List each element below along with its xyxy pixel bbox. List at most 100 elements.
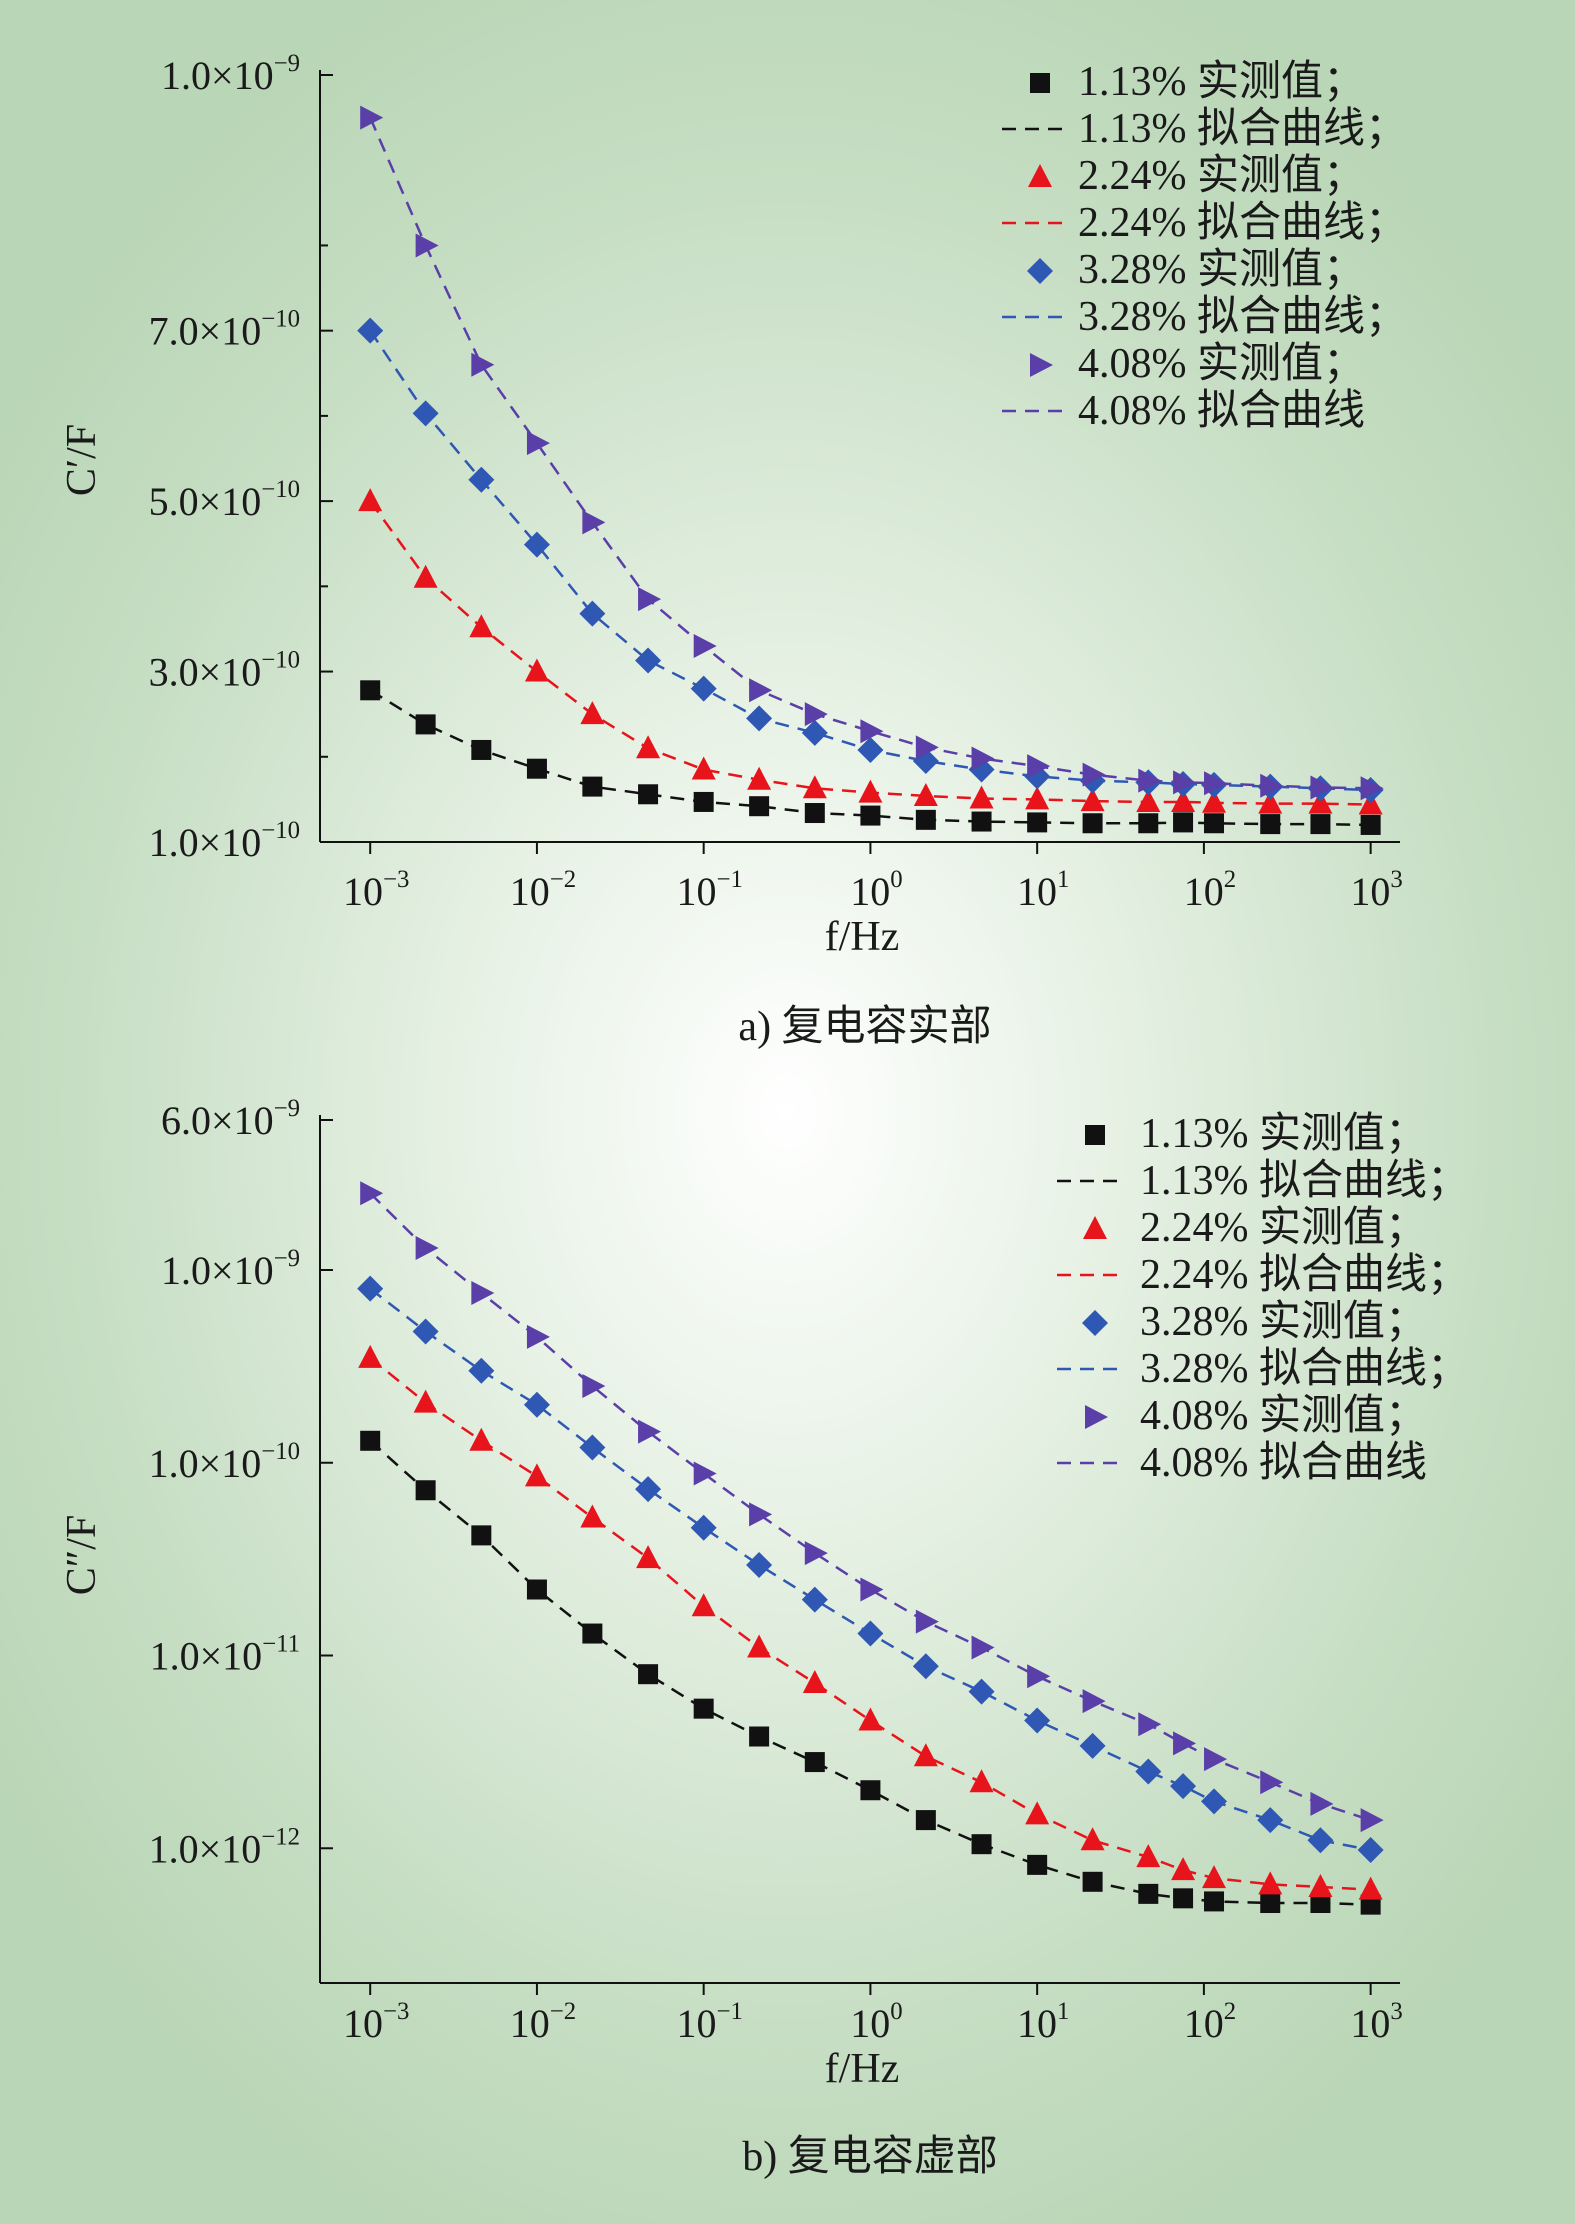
- data-point: [580, 701, 605, 725]
- data-point: [749, 796, 770, 817]
- data-point: [801, 1586, 828, 1613]
- data-point: [915, 809, 936, 830]
- data-point: [693, 633, 717, 658]
- data-point: [1027, 754, 1051, 779]
- data-point: [801, 719, 828, 746]
- y-tick-label: 1.0×10−10: [149, 1438, 300, 1486]
- data-point: [582, 776, 603, 797]
- data-point: [1358, 1876, 1383, 1900]
- data-point: [415, 1236, 439, 1261]
- data-point: [1025, 1801, 1050, 1825]
- legend-label: 1.13% 拟合曲线；: [1078, 106, 1407, 152]
- chart-imaginary-part: 10−3 10−2 10−1 100 101 102 103 1.0×10−12 1.0×10−…: [59, 1095, 1469, 2180]
- data-point: [469, 1427, 494, 1451]
- data-point: [1310, 1791, 1334, 1816]
- data-point: [471, 352, 495, 377]
- data-point: [579, 1434, 606, 1461]
- data-point: [1204, 1747, 1228, 1772]
- data-point: [413, 1389, 438, 1413]
- data-point: [1171, 1857, 1196, 1881]
- data-point: [471, 739, 492, 760]
- data-point: [969, 1769, 994, 1793]
- data-point: [1310, 775, 1334, 800]
- x-tick-label: 102: [1184, 866, 1236, 914]
- data-point: [469, 614, 494, 638]
- y-axis-label: C′/F: [59, 424, 105, 496]
- data-point: [524, 1463, 549, 1487]
- y-tick-label: 5.0×10−10: [149, 476, 300, 524]
- data-point: [360, 680, 381, 701]
- data-point: [802, 775, 827, 799]
- legend-marker: [1082, 1310, 1108, 1336]
- data-point: [1080, 1827, 1105, 1851]
- data-point: [1360, 1808, 1384, 1833]
- data-point: [579, 600, 606, 627]
- legend-label: 3.28% 拟合曲线；: [1140, 1346, 1469, 1392]
- legend-label: 3.28% 实测值；: [1078, 246, 1365, 293]
- data-point: [1357, 1836, 1384, 1863]
- data-point: [638, 784, 659, 805]
- legend-label: 4.08% 实测值；: [1140, 1392, 1427, 1439]
- data-point: [1135, 1758, 1162, 1785]
- data-point: [1173, 770, 1197, 795]
- x-axis-label: f/Hz: [825, 2046, 900, 2092]
- chart-title-b: b) 复电容虚部: [742, 2133, 998, 2180]
- x-tick-label: 10−2: [510, 866, 576, 914]
- x-tick-label: 100: [850, 866, 902, 914]
- y-tick-label: 1.0×10−9: [161, 50, 300, 98]
- data-point: [1082, 1871, 1103, 1892]
- data-point: [1260, 814, 1281, 835]
- data-point: [915, 735, 939, 760]
- data-point: [1204, 771, 1228, 796]
- x-tick-label: 10−1: [676, 1998, 742, 2046]
- data-point: [1204, 1891, 1225, 1912]
- data-point: [1260, 1893, 1281, 1914]
- data-point: [1258, 1871, 1283, 1895]
- data-point: [1025, 786, 1050, 810]
- fit-curve-line: [369, 1439, 1371, 1906]
- data-point: [523, 1391, 550, 1418]
- data-point: [582, 1623, 603, 1644]
- data-point: [1171, 788, 1196, 812]
- data-point: [638, 1419, 662, 1444]
- legend-label: 4.08% 拟合曲线: [1140, 1440, 1427, 1486]
- data-point: [858, 1707, 883, 1731]
- data-point: [1024, 1707, 1051, 1734]
- fit-curve-line: [369, 1287, 1371, 1852]
- data-point: [749, 678, 773, 703]
- data-point: [415, 714, 436, 735]
- data-point: [971, 1834, 992, 1855]
- data-point: [1260, 773, 1284, 798]
- y-tick-label: 7.0×10−10: [149, 306, 300, 354]
- data-point: [468, 1357, 495, 1384]
- data-point: [1308, 1873, 1333, 1897]
- data-point: [357, 1275, 384, 1302]
- x-tick-label: 103: [1350, 866, 1402, 914]
- y-tick-label: 1.0×10−12: [149, 1823, 300, 1871]
- data-point: [1173, 1888, 1194, 1909]
- legend-label: 2.24% 实测值；: [1140, 1204, 1427, 1251]
- data-point: [1138, 1712, 1162, 1737]
- data-point: [802, 1670, 827, 1694]
- data-point: [804, 1752, 825, 1773]
- data-point: [1258, 790, 1283, 814]
- data-point: [1082, 762, 1106, 787]
- legend-marker: [1085, 1125, 1105, 1145]
- legend-marker: [1085, 1405, 1108, 1429]
- x-tick-label: 101: [1017, 1998, 1069, 2046]
- data-point: [1307, 1827, 1334, 1854]
- y-tick-label: 1.0×10−11: [150, 1631, 300, 1679]
- data-point: [526, 758, 547, 779]
- data-point: [915, 1609, 939, 1634]
- data-point: [413, 564, 438, 588]
- data-point: [580, 1504, 605, 1528]
- data-point: [1202, 789, 1227, 813]
- x-axis-label: f/Hz: [825, 914, 900, 960]
- data-point: [691, 1593, 716, 1617]
- data-point: [582, 510, 606, 535]
- data-point: [415, 1480, 436, 1501]
- data-point: [860, 719, 884, 744]
- data-point: [749, 1502, 773, 1527]
- data-point: [526, 1579, 547, 1600]
